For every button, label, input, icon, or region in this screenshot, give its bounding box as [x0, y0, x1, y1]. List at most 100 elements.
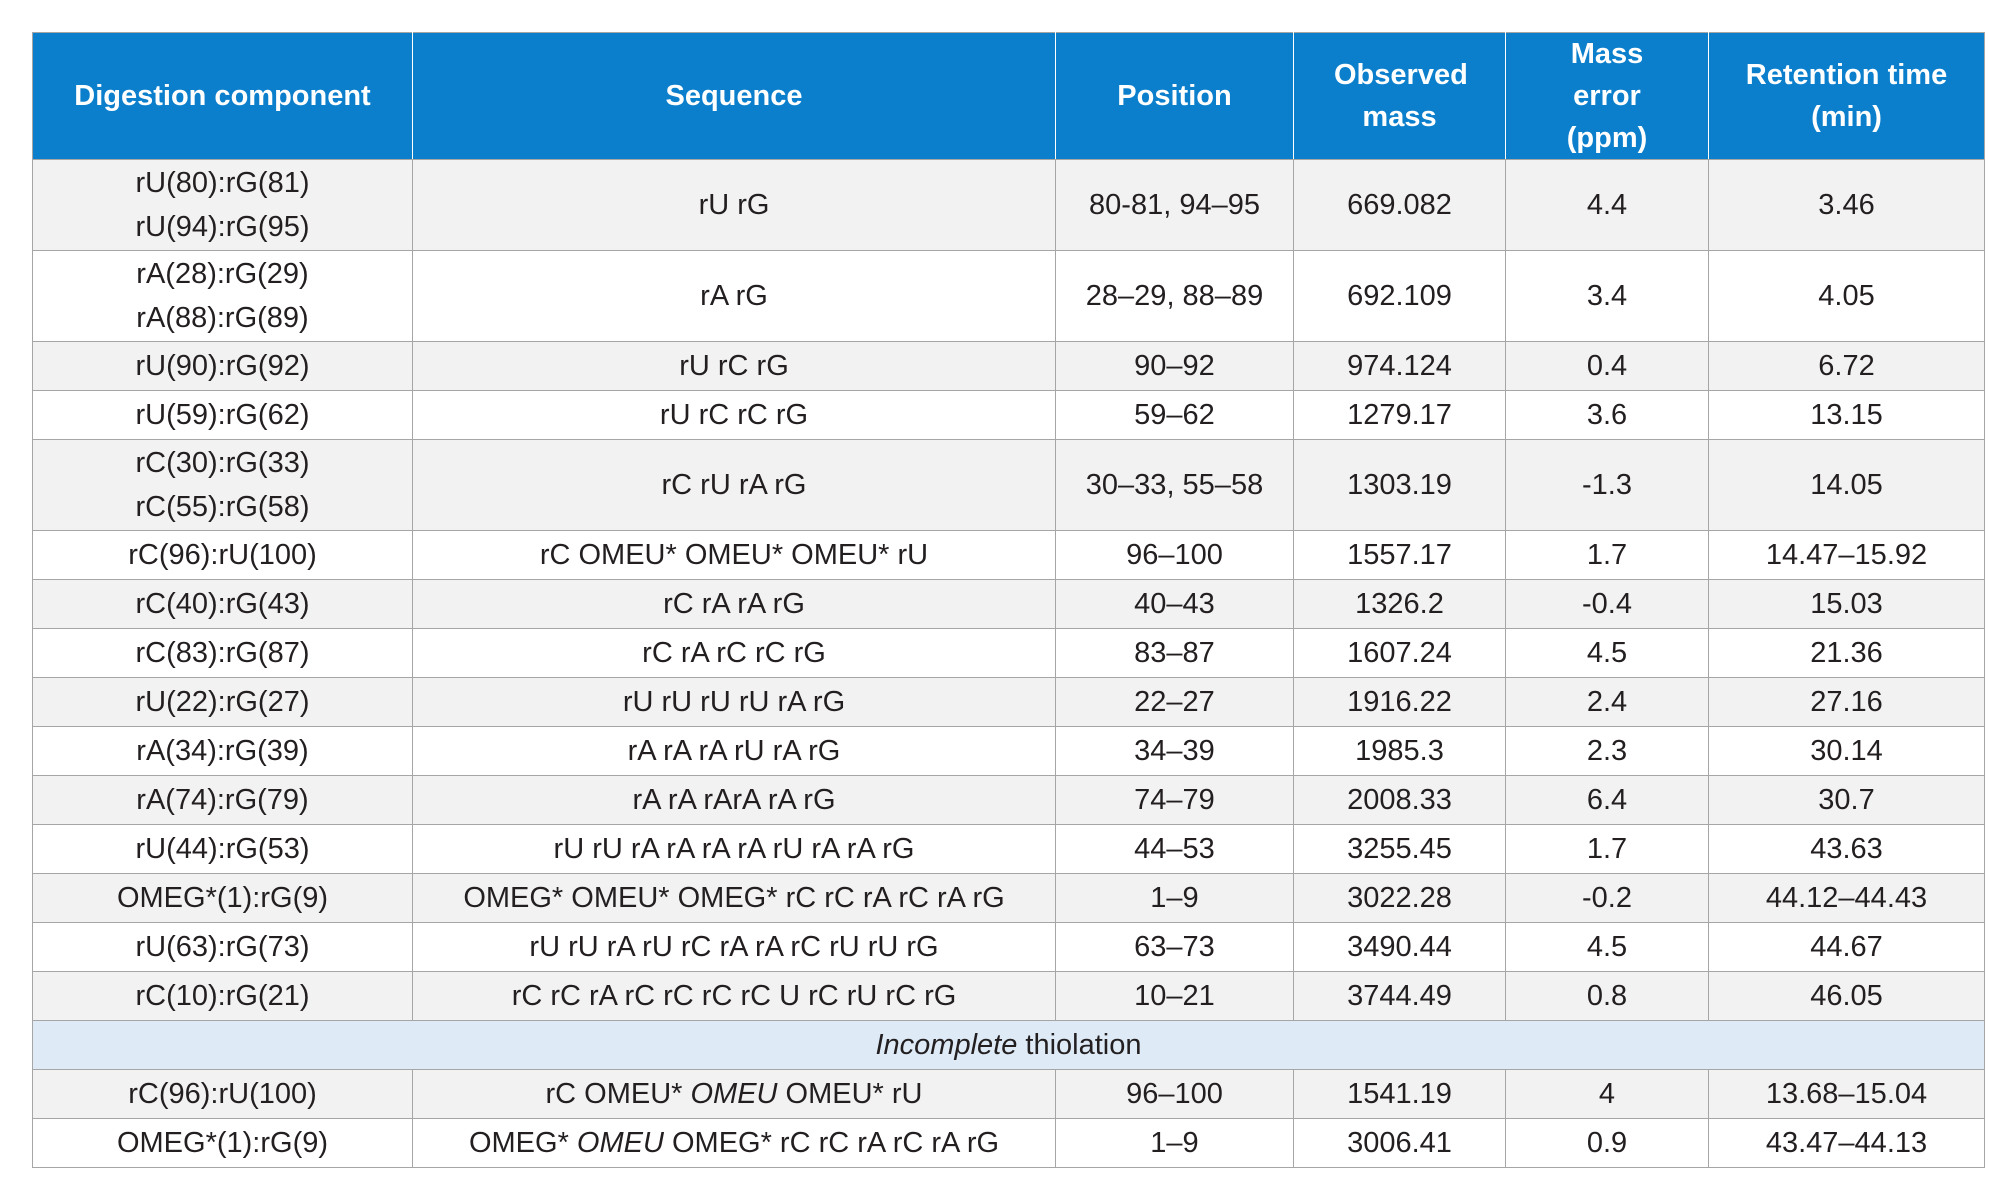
cell-position: 90–92 — [1055, 341, 1294, 391]
header-observed-mass: Observed mass — [1293, 32, 1506, 160]
cell-observed-mass: 1303.19 — [1293, 439, 1506, 531]
cell-observed-mass: 1541.19 — [1293, 1069, 1506, 1119]
cell-observed-mass: 2008.33 — [1293, 775, 1506, 825]
component-line: rC(30):rG(33) — [135, 447, 310, 479]
cell-mass-error: 2.3 — [1505, 726, 1709, 776]
component-line: rA(88):rG(89) — [136, 302, 309, 334]
table-row: rC(83):rG(87) rC rA rC rC rG 83–87 1607.… — [32, 628, 1985, 678]
table-row: rC(40):rG(43) rC rA rA rG 40–43 1326.2 -… — [32, 579, 1985, 629]
cell-observed-mass: 3490.44 — [1293, 922, 1506, 972]
cell-retention-time: 14.05 — [1708, 439, 1985, 531]
cell-mass-error: -1.3 — [1505, 439, 1709, 531]
cell-component: rC(40):rG(43) — [32, 579, 413, 629]
section-label-italic: Incomplete — [875, 1029, 1018, 1061]
cell-mass-error: 0.8 — [1505, 971, 1709, 1021]
cell-position: 59–62 — [1055, 390, 1294, 440]
cell-mass-error: -0.2 — [1505, 873, 1709, 923]
component-line: rA(28):rG(29) — [136, 258, 309, 290]
table-row: OMEG*(1):rG(9) OMEG* OMEU OMEG* rC rC rA… — [32, 1118, 1985, 1168]
cell-position: 40–43 — [1055, 579, 1294, 629]
cell-observed-mass: 1279.17 — [1293, 390, 1506, 440]
cell-position: 1–9 — [1055, 1118, 1294, 1168]
cell-retention-time: 13.68–15.04 — [1708, 1069, 1985, 1119]
digestion-results-table: Digestion component Sequence Position Ob… — [32, 32, 1985, 1168]
cell-component: OMEG*(1):rG(9) — [32, 873, 413, 923]
cell-position: 80-81, 94–95 — [1055, 159, 1294, 251]
table-row: rC(96):rU(100) rC OMEU* OMEU OMEU* rU 96… — [32, 1069, 1985, 1119]
cell-sequence: rU rU rU rU rA rG — [412, 677, 1056, 727]
sequence-part: OMEU* rU — [777, 1078, 923, 1110]
table-row: OMEG*(1):rG(9) OMEG* OMEU* OMEG* rC rC r… — [32, 873, 1985, 923]
table-row: rC(96):rU(100) rC OMEU* OMEU* OMEU* rU 9… — [32, 530, 1985, 580]
cell-position: 22–27 — [1055, 677, 1294, 727]
cell-sequence: rC rA rC rC rG — [412, 628, 1056, 678]
cell-observed-mass: 1916.22 — [1293, 677, 1506, 727]
cell-position: 1–9 — [1055, 873, 1294, 923]
table-row: rA(74):rG(79) rA rA rArA rA rG 74–79 200… — [32, 775, 1985, 825]
cell-retention-time: 30.7 — [1708, 775, 1985, 825]
cell-component: rA(74):rG(79) — [32, 775, 413, 825]
cell-component: rC(10):rG(21) — [32, 971, 413, 1021]
cell-component: rC(83):rG(87) — [32, 628, 413, 678]
component-line: rU(94):rG(95) — [135, 211, 310, 243]
cell-observed-mass: 3006.41 — [1293, 1118, 1506, 1168]
cell-position: 74–79 — [1055, 775, 1294, 825]
cell-observed-mass: 1985.3 — [1293, 726, 1506, 776]
component-line: rC(55):rG(58) — [135, 491, 310, 523]
cell-position: 28–29, 88–89 — [1055, 250, 1294, 342]
cell-mass-error: 6.4 — [1505, 775, 1709, 825]
table-row: rC(30):rG(33) rC(55):rG(58) rC rU rA rG … — [32, 439, 1985, 531]
table-row: rU(22):rG(27) rU rU rU rU rA rG 22–27 19… — [32, 677, 1985, 727]
table-row: rU(59):rG(62) rU rC rC rG 59–62 1279.17 … — [32, 390, 1985, 440]
component-line: rU(80):rG(81) — [135, 167, 310, 199]
cell-mass-error: 3.4 — [1505, 250, 1709, 342]
cell-component: rU(22):rG(27) — [32, 677, 413, 727]
sequence-part-italic: OMEU — [690, 1078, 778, 1110]
sequence-part-italic: OMEU — [576, 1127, 664, 1159]
cell-observed-mass: 3255.45 — [1293, 824, 1506, 874]
cell-sequence: rC OMEU* OMEU OMEU* rU — [412, 1069, 1056, 1119]
table-body: rU(80):rG(81) rU(94):rG(95) rU rG 80-81,… — [32, 159, 1985, 1168]
cell-component: rC(96):rU(100) — [32, 1069, 413, 1119]
cell-position: 30–33, 55–58 — [1055, 439, 1294, 531]
header-retention-time: Retention time (min) — [1708, 32, 1985, 160]
cell-retention-time: 15.03 — [1708, 579, 1985, 629]
cell-sequence: OMEG* OMEU OMEG* rC rC rA rC rA rG — [412, 1118, 1056, 1168]
cell-retention-time: 3.46 — [1708, 159, 1985, 251]
sequence-part: OMEG* — [468, 1127, 577, 1159]
header-digestion-component: Digestion component — [32, 32, 413, 160]
cell-retention-time: 30.14 — [1708, 726, 1985, 776]
cell-component: rA(34):rG(39) — [32, 726, 413, 776]
cell-retention-time: 46.05 — [1708, 971, 1985, 1021]
table-header: Digestion component Sequence Position Ob… — [32, 32, 1985, 160]
cell-position: 44–53 — [1055, 824, 1294, 874]
cell-observed-mass: 3744.49 — [1293, 971, 1506, 1021]
header-position: Position — [1055, 32, 1294, 160]
cell-mass-error: 4.5 — [1505, 628, 1709, 678]
cell-retention-time: 14.47–15.92 — [1708, 530, 1985, 580]
cell-observed-mass: 692.109 — [1293, 250, 1506, 342]
cell-sequence: rC OMEU* OMEU* OMEU* rU — [412, 530, 1056, 580]
cell-retention-time: 27.16 — [1708, 677, 1985, 727]
cell-sequence: rU rU rA rA rA rA rU rA rA rG — [412, 824, 1056, 874]
cell-observed-mass: 669.082 — [1293, 159, 1506, 251]
cell-mass-error: 0.4 — [1505, 341, 1709, 391]
cell-sequence: rA rG — [412, 250, 1056, 342]
cell-mass-error: 0.9 — [1505, 1118, 1709, 1168]
header-sequence: Sequence — [412, 32, 1056, 160]
cell-observed-mass: 1557.17 — [1293, 530, 1506, 580]
cell-retention-time: 43.47–44.13 — [1708, 1118, 1985, 1168]
cell-position: 63–73 — [1055, 922, 1294, 972]
cell-component: rU(63):rG(73) — [32, 922, 413, 972]
results-table-container: Digestion component Sequence Position Ob… — [32, 32, 1985, 1168]
cell-retention-time: 6.72 — [1708, 341, 1985, 391]
cell-retention-time: 44.12–44.43 — [1708, 873, 1985, 923]
table-row: rC(10):rG(21) rC rC rA rC rC rC rC U rC … — [32, 971, 1985, 1021]
cell-retention-time: 44.67 — [1708, 922, 1985, 972]
cell-mass-error: 2.4 — [1505, 677, 1709, 727]
cell-sequence: rU rU rA rU rC rA rA rC rU rU rG — [412, 922, 1056, 972]
section-label: Incomplete thiolation — [32, 1020, 1985, 1070]
cell-retention-time: 4.05 — [1708, 250, 1985, 342]
cell-observed-mass: 3022.28 — [1293, 873, 1506, 923]
cell-position: 96–100 — [1055, 530, 1294, 580]
